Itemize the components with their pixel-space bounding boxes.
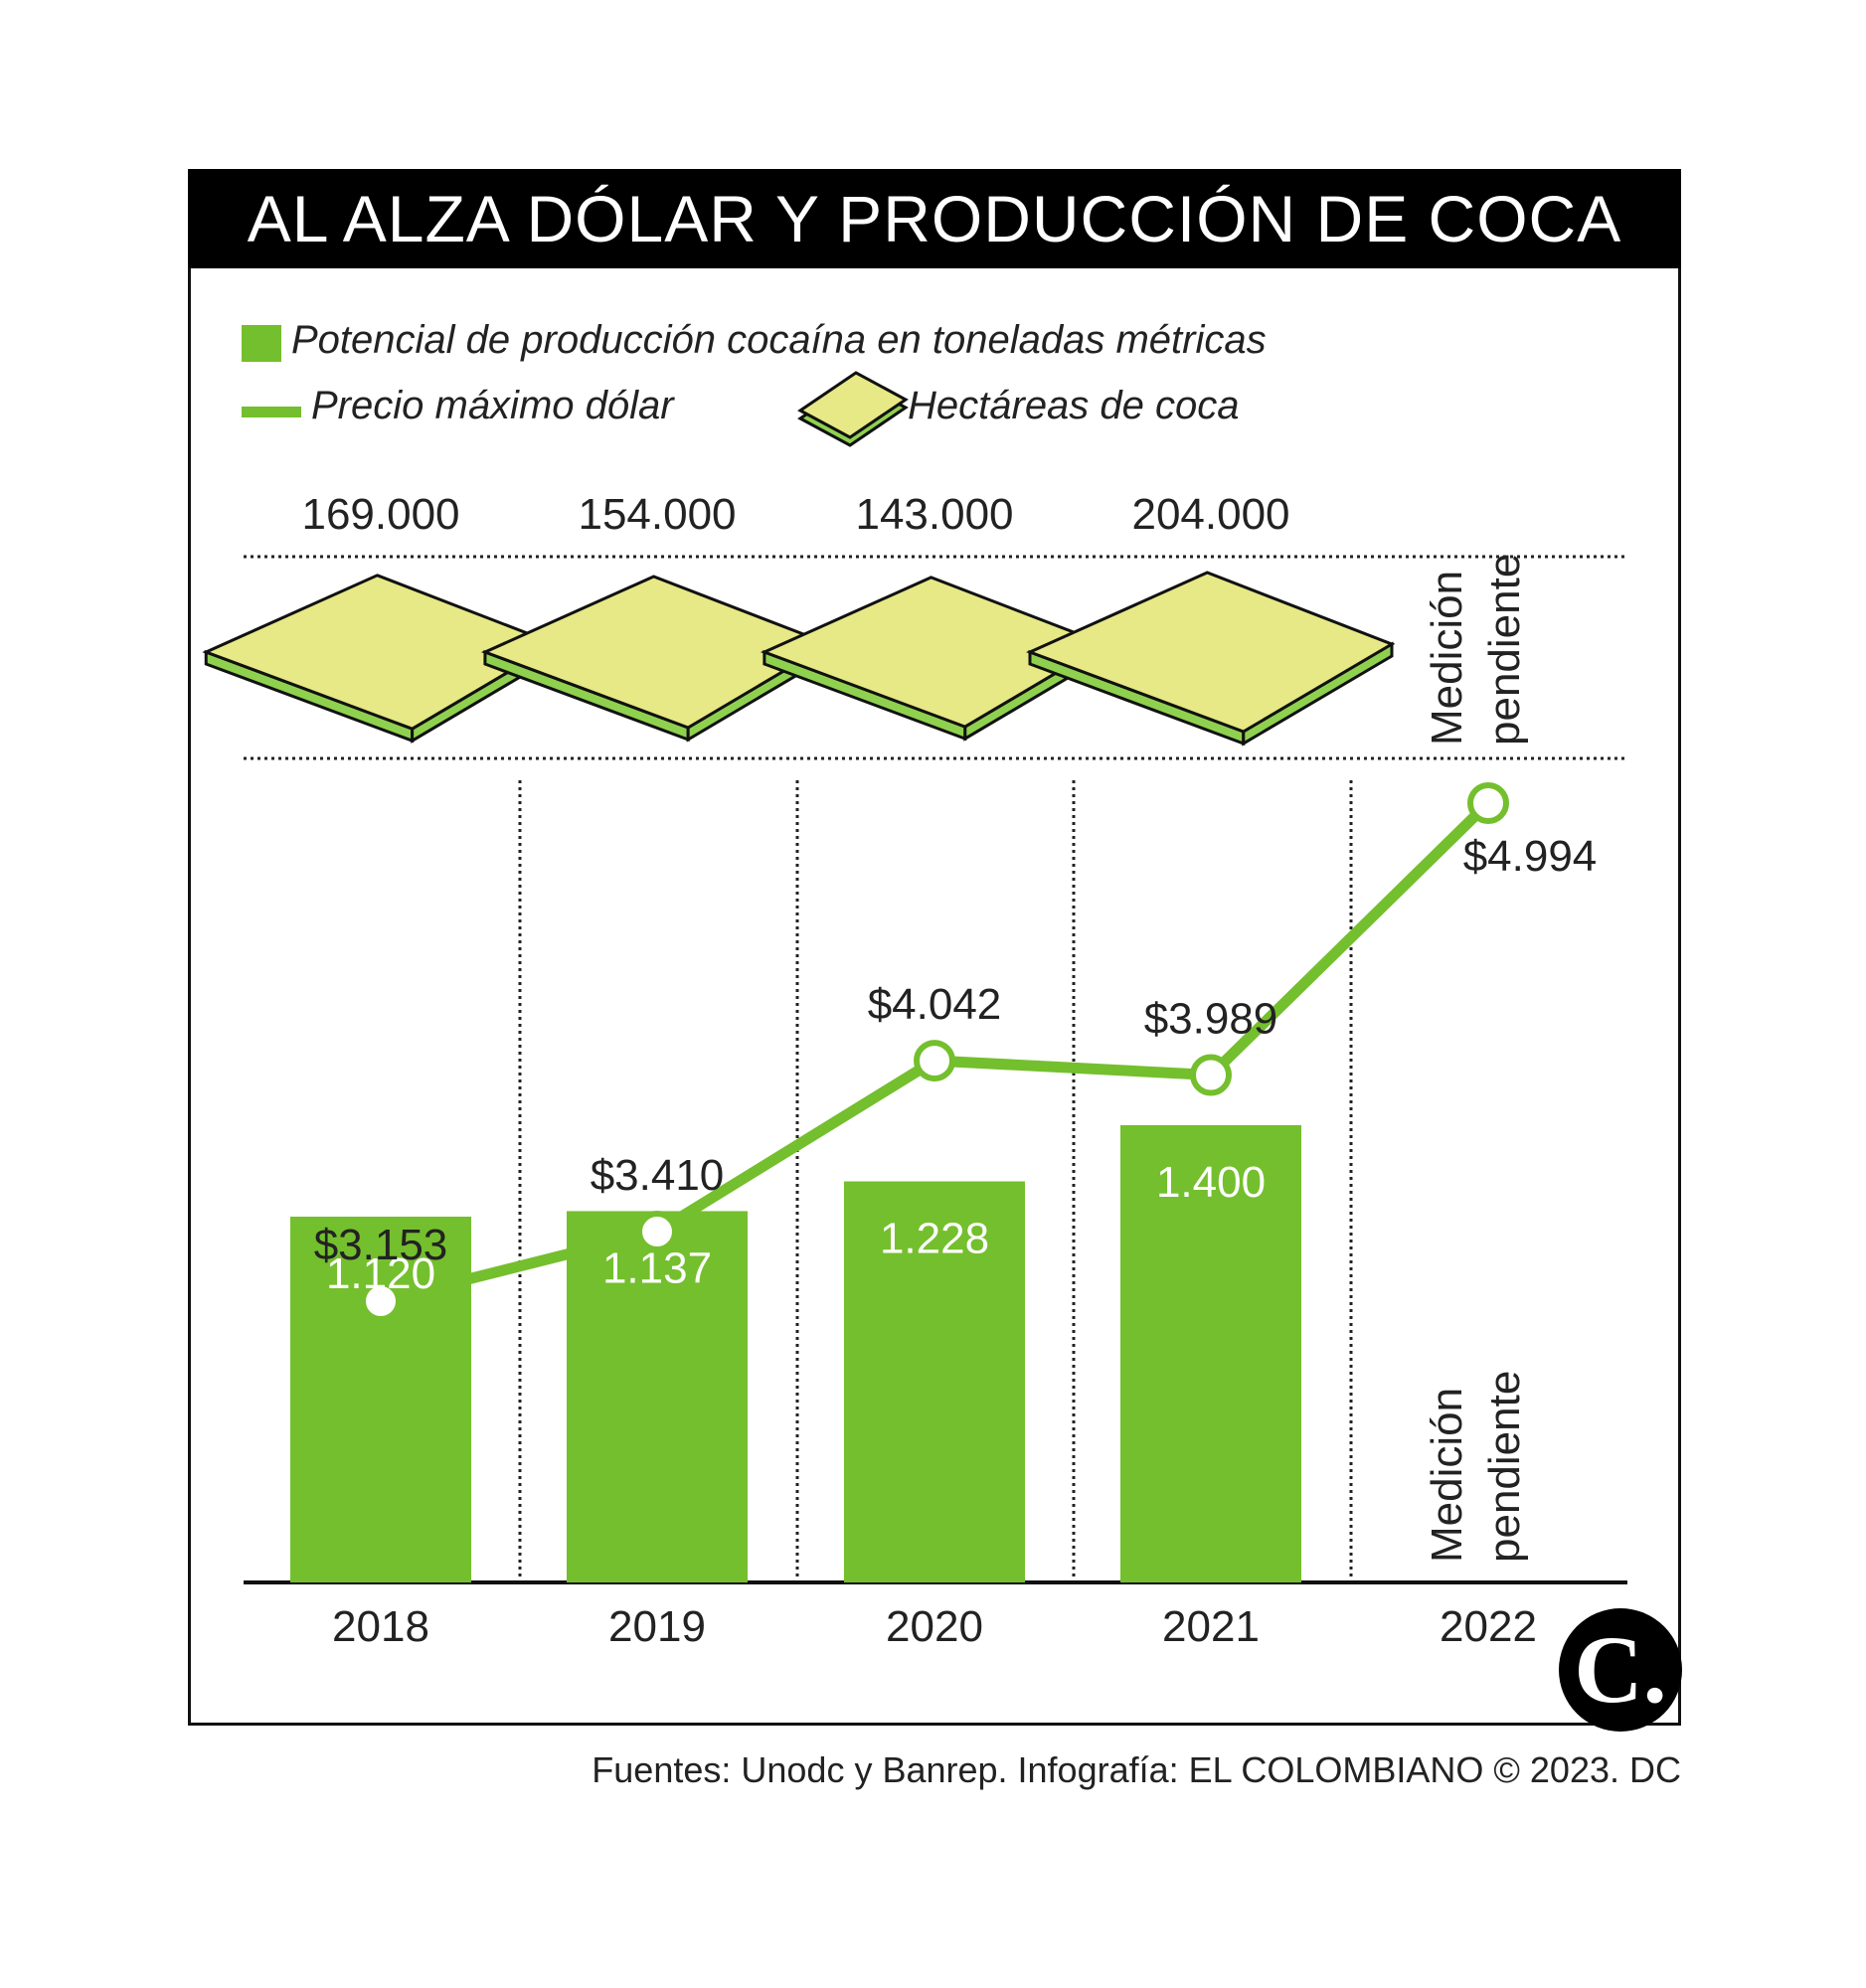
hectare-value-label: 204.000 [1131,490,1289,539]
production-value-label: 1.228 [880,1215,989,1263]
production-value-label: 1.400 [1156,1158,1266,1207]
dollar-value-label: $3.989 [1144,994,1278,1043]
dollar-value-label: $4.994 [1463,832,1598,881]
hectare-value-label: 169.000 [301,490,459,539]
chart-title: AL ALZA DÓLAR Y PRODUCCIÓN DE COCA [247,182,1622,255]
production-value-label: 1.120 [326,1249,435,1298]
hectare-tile [202,574,560,744]
dollar-value-label: $4.042 [868,980,1002,1029]
hectare-tile-top [1026,571,1396,734]
hectare-tiles [202,571,1396,746]
x-tick-label: 2022 [1440,1602,1537,1651]
hectare-tile [480,575,833,743]
legend-label-production: Potencial de producción cocaína en tonel… [291,318,1267,362]
source-note: Fuentes: Unodc y Banrep. Infografía: EL … [592,1749,1681,1790]
production-bar [290,1217,471,1582]
title-bar [188,169,1681,268]
production-value-label: 1.137 [602,1243,712,1292]
hectare-value-label: 143.000 [855,490,1013,539]
publisher-logo: C. [1559,1608,1682,1732]
legend-swatch-hectares [797,371,909,447]
x-tick-label: 2020 [886,1602,983,1651]
hectare-value-label: 154.000 [578,490,736,539]
dollar-point [636,1211,678,1253]
dollar-point [1467,782,1509,824]
dollar-line [360,782,1509,1322]
production-bar [1120,1125,1301,1582]
chart-labels: 169.000 154.000 143.000 204.000 1.120 1.137 1.… [301,490,1597,1651]
x-tick-label: 2019 [608,1602,706,1651]
production-bars [290,1125,1301,1582]
legend-swatch-dollar [242,407,301,417]
x-tick-label: 2021 [1162,1602,1260,1651]
production-bar [567,1211,748,1582]
pending-label-line1: Medición [1423,1388,1471,1563]
pending-measurement-label: Medición pendiente [1423,554,1529,746]
pending-label-line2: pendiente [1480,1371,1529,1563]
production-bar [844,1181,1025,1582]
pending-label-line2: pendiente [1480,554,1529,746]
x-tick-label: 2018 [332,1602,429,1651]
pending-measurement-label: Medición pendiente [1423,1371,1529,1563]
dollar-point [1190,1054,1232,1096]
dollar-point [914,1040,955,1082]
legend-swatch-production [242,325,281,362]
legend-label-hectares: Hectáreas de coca [908,384,1240,427]
dollar-point [360,1280,402,1322]
dollar-value-label: $3.153 [314,1221,448,1269]
legend-label-dollar: Precio máximo dólar [311,384,674,427]
dollar-value-label: $3.410 [591,1151,725,1200]
hectare-tile [1026,571,1396,746]
pending-label-line1: Medición [1423,571,1471,746]
